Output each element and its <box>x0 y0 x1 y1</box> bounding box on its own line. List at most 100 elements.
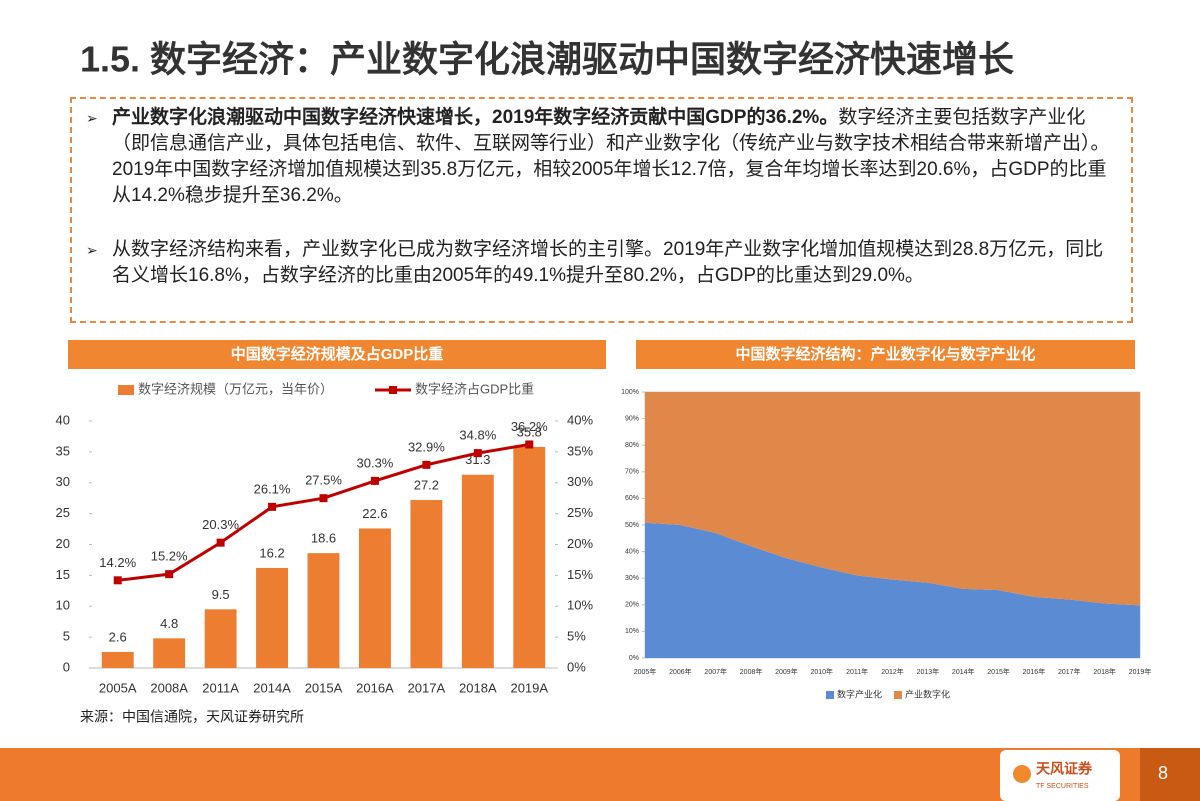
x-tick-label: 2012年 <box>881 667 904 676</box>
y2-tick-label: 30% <box>567 474 593 489</box>
x-tick-label: 2008A <box>150 680 188 695</box>
y-tick-label: 0% <box>629 655 639 662</box>
y-tick-label: 70% <box>625 469 639 476</box>
y-tick-label: 10% <box>625 628 639 635</box>
source: 来源：中国信通院，天风证券研究所 <box>80 709 304 725</box>
bar <box>410 500 443 668</box>
bar <box>307 553 340 668</box>
x-tick-label: 2009年 <box>775 667 798 676</box>
legend-swatch <box>894 691 902 699</box>
x-tick-label: 2006年 <box>669 667 692 676</box>
logo-text-en: TF SECURITIES <box>1036 783 1089 790</box>
bar <box>461 474 494 668</box>
x-tick-label: 2017年 <box>1058 667 1081 676</box>
x-tick-label: 2018A <box>459 680 497 695</box>
line-point <box>422 460 431 469</box>
y-tick-label: 30 <box>56 474 70 489</box>
x-tick-label: 2011A <box>202 680 239 695</box>
data-label: 14.2% <box>99 555 136 570</box>
x-tick-label: 2005年 <box>634 667 657 676</box>
footer-end <box>1140 748 1200 801</box>
y2-tick-label: 25% <box>567 505 593 520</box>
x-tick-label: 2007年 <box>704 667 727 676</box>
line-point <box>216 538 225 547</box>
area <box>645 522 1140 658</box>
y2-tick-label: 0% <box>567 659 586 674</box>
y-tick-label: 80% <box>625 442 639 449</box>
y-tick-label: 40 <box>56 412 70 427</box>
data-label: 2.6 <box>109 629 127 644</box>
x-tick-label: 2013年 <box>917 667 940 676</box>
x-tick-label: 2014年 <box>952 667 975 676</box>
y-tick-label: 0 <box>63 659 70 674</box>
x-tick-label: 2016年 <box>1023 667 1046 676</box>
bar <box>513 446 546 668</box>
y-tick-label: 30% <box>625 575 639 582</box>
x-tick-label: 2005A <box>99 680 137 695</box>
legend-label: 数字经济占GDP比重 <box>415 381 534 396</box>
y2-tick-label: 15% <box>567 567 593 582</box>
x-tick-label: 2008年 <box>740 667 763 676</box>
data-label: 15.2% <box>151 549 188 564</box>
y-tick-label: 10 <box>56 598 70 613</box>
y-tick-label: 90% <box>625 415 639 422</box>
legend-marker <box>389 386 397 394</box>
bullet-text: 从数字经济结构来看，产业数字化已成为数字经济增长的主引擎。2019年产业数字化增… <box>112 239 1104 286</box>
y-tick-label: 100% <box>621 389 639 396</box>
bar <box>204 609 237 668</box>
summary-box <box>70 97 1133 323</box>
y2-tick-label: 10% <box>567 598 593 613</box>
line-point <box>473 449 482 458</box>
data-label: 20.3% <box>202 517 239 532</box>
x-tick-label: 2019A <box>510 680 548 695</box>
bullet: ➢ 从数字经济结构来看，产业数字化已成为数字经济增长的主引擎。2019年产业数字化… <box>86 237 1122 289</box>
line-point <box>165 570 174 579</box>
data-label: 9.5 <box>212 587 230 602</box>
data-label: 30.3% <box>357 455 394 470</box>
y-tick-label: 35 <box>56 443 70 458</box>
page-number: 8 <box>1158 763 1168 783</box>
legend-label: 产业数字化 <box>905 688 950 699</box>
y-tick-label: 20% <box>625 602 639 609</box>
logo-icon <box>1013 765 1031 783</box>
line-point <box>113 576 122 585</box>
y2-tick-label: 35% <box>567 443 593 458</box>
area <box>645 392 1140 606</box>
line-point <box>370 476 379 485</box>
bar <box>101 651 134 668</box>
data-label: 18.6 <box>311 531 336 546</box>
data-label: 27.2 <box>414 477 439 492</box>
bullet-bold: 产业数字化浪潮驱动中国数字经济快速增长，2019年数字经济贡献中国GDP的36.… <box>112 107 839 128</box>
y2-tick-label: 5% <box>567 629 586 644</box>
bar <box>153 638 186 668</box>
y-tick-label: 25 <box>56 505 70 520</box>
line-point <box>525 440 534 449</box>
data-label: 36.2% <box>511 419 548 434</box>
data-label: 16.2 <box>259 545 284 560</box>
line-point <box>268 502 277 511</box>
x-tick-label: 2011年 <box>846 667 868 676</box>
x-tick-label: 2010年 <box>810 667 833 676</box>
chart-title: 中国数字经济规模及占GDP比重 <box>231 345 444 363</box>
bullet-text: 数字经济主要包括数字产业化（即信息通信产业，具体包括电信、软件、互联网等行业）和… <box>112 107 1110 206</box>
data-label: 22.6 <box>362 506 387 521</box>
y-tick-label: 50% <box>625 522 639 529</box>
legend-label: 数字产业化 <box>837 688 882 699</box>
y-tick-label: 5 <box>63 629 70 644</box>
y-tick-label: 20 <box>56 536 70 551</box>
data-label: 34.8% <box>459 428 496 443</box>
bullet-marker: ➢ <box>86 242 98 258</box>
chart-title: 中国数字经济结构：产业数字化与数字产业化 <box>735 345 1035 363</box>
slide-title: 1.5. 数字经济：产业数字化浪潮驱动中国数字经济快速增长 <box>80 39 1014 80</box>
y-tick-label: 40% <box>625 548 639 555</box>
x-tick-label: 2015年 <box>987 667 1010 676</box>
x-tick-label: 2019年 <box>1129 667 1152 676</box>
logo-text: 天风证券 <box>1036 761 1093 777</box>
chart-header <box>636 340 1135 369</box>
data-label: 32.9% <box>408 439 445 454</box>
data-label: 4.8 <box>160 616 178 631</box>
x-tick-label: 2014A <box>253 680 291 695</box>
y-tick-label: 15 <box>56 567 70 582</box>
x-tick-label: 2015A <box>305 680 343 695</box>
